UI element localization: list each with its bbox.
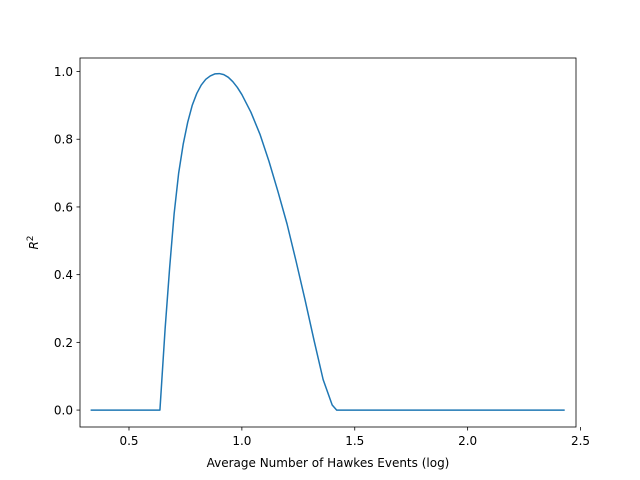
y-axis: 0.0 0.2 0.4 0.6 0.8 1.0 [54,65,80,418]
series-line [90,72,565,411]
y-tick-label: 1.0 [54,65,73,79]
plot-frame [79,57,577,428]
x-axis: 0.5 1.0 1.5 2.0 2.5 [119,427,590,448]
x-tick-label: 0.5 [119,434,138,448]
x-tick-label: 2.5 [571,434,590,448]
y-axis-label: R2 [26,235,41,249]
y-tick-label: 0.6 [54,200,73,214]
y-tick-label: 0.2 [54,336,73,350]
y-tick-label: 0.0 [54,404,73,418]
x-tick-label: 2.0 [458,434,477,448]
y-tick-label: 0.4 [54,268,73,282]
y-tick-label: 0.8 [54,133,73,147]
y-axis-label-base: R [27,241,41,249]
y-axis-label-superscript: 2 [26,235,36,241]
plot-area [79,57,577,428]
x-tick-label: 1.0 [232,434,251,448]
x-axis-label: Average Number of Hawkes Events (log) [207,456,450,470]
x-tick-label: 1.5 [345,434,364,448]
